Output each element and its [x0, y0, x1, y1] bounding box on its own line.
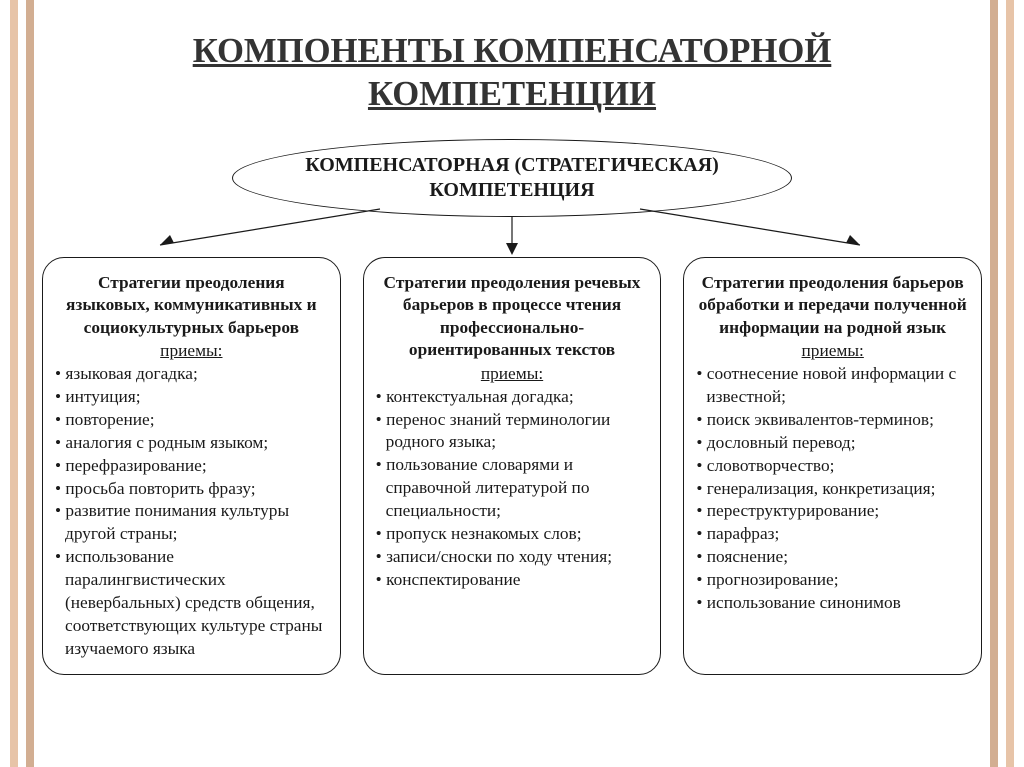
title-line1: КОМПОНЕНТЫ КОМПЕНСАТОРНОЙ — [193, 32, 832, 70]
list-item: поиск эквивалентов-терминов; — [696, 409, 969, 432]
techniques-list: языковая догадка;интуиция;повторение;ана… — [55, 363, 328, 660]
column-2: Стратегии преодоления речевых барьеров в… — [363, 257, 662, 676]
ellipse-line2: КОМПЕТЕНЦИЯ — [429, 179, 594, 201]
decorative-stripe-left — [10, 0, 34, 767]
list-item: развитие понимания культуры другой стран… — [55, 500, 328, 546]
columns-container: Стратегии преодоления языковых, коммуник… — [0, 257, 1024, 676]
list-item: перефразирование; — [55, 455, 328, 478]
techniques-list: контекстуальная догадка;перенос знаний т… — [376, 386, 649, 592]
list-item: генерализация, конкретизация; — [696, 478, 969, 501]
list-item: парафраз; — [696, 523, 969, 546]
list-item: соотнесение новой информации с известной… — [696, 363, 969, 409]
title-line2: КОМПЕТЕНЦИИ — [368, 75, 656, 113]
list-item: пояснение; — [696, 546, 969, 569]
list-item: словотворчество; — [696, 455, 969, 478]
arrow-left-icon — [140, 205, 390, 257]
list-item: использование синонимов — [696, 592, 969, 615]
list-item: конспектирование — [376, 569, 649, 592]
list-item: пропуск незнакомых слов; — [376, 523, 649, 546]
list-item: аналогия с родным языком; — [55, 432, 328, 455]
ellipse-line1: КОМПЕНСАТОРНАЯ (СТРАТЕГИЧЕСКАЯ) — [305, 154, 719, 176]
list-item: интуиция; — [55, 386, 328, 409]
column-1: Стратегии преодоления языковых, коммуник… — [42, 257, 341, 676]
column-heading: Стратегии преодоления речевых барьеров в… — [376, 272, 649, 362]
list-item: языковая догадка; — [55, 363, 328, 386]
list-item: контекстуальная догадка; — [376, 386, 649, 409]
techniques-label: приемы: — [376, 364, 649, 384]
column-heading: Стратегии преодоления языковых, коммуник… — [55, 272, 328, 340]
arrow-center-icon — [495, 217, 529, 257]
list-item: прогнозирование; — [696, 569, 969, 592]
list-item: пользование словарями и справочной литер… — [376, 454, 649, 523]
connector-arrows — [0, 217, 1024, 257]
page-title: КОМПОНЕНТЫ КОМПЕНСАТОРНОЙ КОМПЕТЕНЦИИ — [0, 0, 1024, 117]
list-item: просьба повторить фразу; — [55, 478, 328, 501]
techniques-list: соотнесение новой информации с известной… — [696, 363, 969, 614]
arrow-right-icon — [630, 205, 880, 257]
list-item: повторение; — [55, 409, 328, 432]
column-heading: Стратегии преодоления барьеров обработки… — [696, 272, 969, 340]
list-item: записи/сноски по ходу чтения; — [376, 546, 649, 569]
column-3: Стратегии преодоления барьеров обработки… — [683, 257, 982, 676]
list-item: использование паралингвистических (невер… — [55, 546, 328, 660]
techniques-label: приемы: — [55, 341, 328, 361]
decorative-stripe-right — [990, 0, 1014, 767]
techniques-label: приемы: — [696, 341, 969, 361]
list-item: дословный перевод; — [696, 432, 969, 455]
list-item: переструктурирование; — [696, 500, 969, 523]
list-item: перенос знаний терминологии родного язык… — [376, 409, 649, 455]
